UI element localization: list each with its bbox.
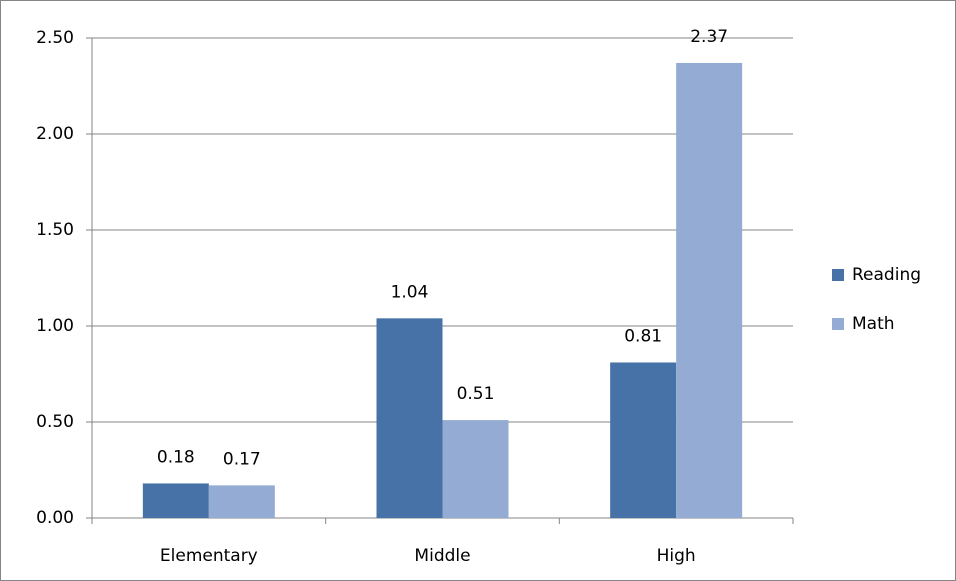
bar xyxy=(610,362,677,518)
bar xyxy=(208,485,275,518)
bar xyxy=(676,62,743,519)
y-tick-label: 0.00 xyxy=(36,508,74,528)
y-tick-label: 1.00 xyxy=(36,316,74,336)
legend-swatch xyxy=(832,269,844,281)
x-tick-label: High xyxy=(657,546,696,566)
y-tick-label: 2.50 xyxy=(36,28,74,48)
bar xyxy=(376,318,443,518)
data-label: 1.04 xyxy=(391,282,429,302)
y-tick-label: 2.00 xyxy=(36,124,74,144)
bar xyxy=(142,483,209,518)
data-label: 0.51 xyxy=(457,384,495,404)
legend-label: Reading xyxy=(852,265,921,285)
data-label: 0.17 xyxy=(223,449,261,469)
y-tick-label: 0.50 xyxy=(36,412,74,432)
x-tick-label: Elementary xyxy=(160,546,258,566)
data-label: 0.18 xyxy=(157,447,195,467)
x-tick-label: Middle xyxy=(414,546,470,566)
y-tick-label: 1.50 xyxy=(36,220,74,240)
data-label: 2.37 xyxy=(690,27,728,47)
data-label: 0.81 xyxy=(624,326,662,346)
legend-label: Math xyxy=(852,314,895,334)
bar xyxy=(442,420,509,518)
legend-swatch xyxy=(832,318,844,330)
